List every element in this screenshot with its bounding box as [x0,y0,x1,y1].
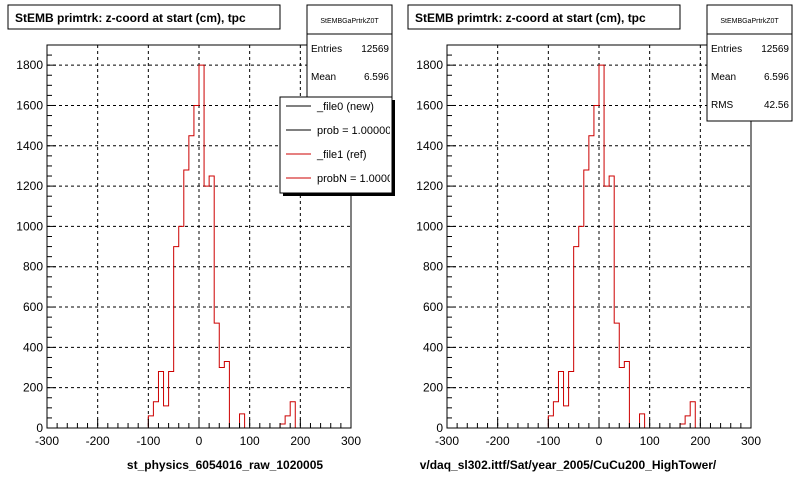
y-tick-label: 1800 [16,58,43,72]
stats-label: Entries [311,44,342,55]
x-tick-label: -300 [35,434,59,448]
stats-label: Mean [311,72,336,83]
x-tick-label: 0 [196,434,203,448]
stats-value: 42.56 [764,100,789,111]
y-tick-label: 800 [423,260,443,274]
x-tick-label: 0 [596,434,603,448]
x-axis-label: v/daq_sl302.ittf/Sat/year_2005/CuCu200_H… [420,458,717,472]
stats-name: StEMBGaPrtrkZ0T [320,18,379,25]
stats-label: RMS [711,100,734,111]
y-tick-label: 0 [436,421,443,435]
title-box [7,4,281,30]
y-tick-label: 400 [23,340,43,354]
chart-title: StEMB primtrk: z-coord at start (cm), tp… [15,11,246,25]
legend-entries: _file0 (new) prob = 1.000000 _file1 (ref) p… [286,101,405,185]
legend-label: probN = 1.000000 [317,173,405,185]
legend-label: _file0 (new) [316,101,374,113]
y-tick-label: 1000 [416,219,443,233]
y-tick-label: 200 [23,381,43,395]
y-tick-label: 1400 [416,139,443,153]
x-tick-label: -100 [536,434,560,448]
title-box [407,4,681,30]
x-tick-label: -200 [86,434,110,448]
x-tick-label: 300 [741,434,761,448]
y-tick-label: 1200 [416,179,443,193]
histogram-panel-left: -300 -200 -100 0 100 200 300 0 200 400 600 800 1000 1… [7,4,405,472]
x-tick-label: -100 [136,434,160,448]
x-tick-label: 200 [690,434,710,448]
y-tick-label: 1200 [16,179,43,193]
x-tick-label: -200 [486,434,510,448]
y-tick-label: 400 [423,340,443,354]
x-tick-label: 100 [240,434,260,448]
y-tick-label: 600 [423,300,443,314]
stats-label: Mean [711,72,736,83]
y-tick-label: 800 [23,260,43,274]
stats-value: 12569 [361,44,389,55]
x-tick-label: 300 [341,434,361,448]
stats-value: 6.596 [364,72,389,83]
histogram-panel-right: -300 -200 -100 0 100 200 300 0 200 400 600 800 1000 1… [407,4,793,472]
y-tick-label: 1800 [416,58,443,72]
y-tick-label: 1400 [16,139,43,153]
y-tick-label: 1000 [16,219,43,233]
chart-title: StEMB primtrk: z-coord at start (cm), tp… [415,11,646,25]
y-tick-label: 0 [36,421,43,435]
x-axis-label: st_physics_6054016_raw_1020005 [127,458,323,472]
stats-value: 6.596 [764,72,789,83]
y-tick-label: 1600 [16,98,43,112]
y-tick-label: 1600 [416,98,443,112]
x-tick-label: 100 [640,434,660,448]
x-tick-label: -300 [435,434,459,448]
y-tick-label: 600 [23,300,43,314]
legend-box [279,96,393,194]
legend-label: prob = 1.000000 [317,125,397,137]
x-tick-label: 200 [290,434,310,448]
stats-box [706,4,793,122]
stats-value: 12569 [761,44,789,55]
stats-label: Entries [711,44,742,55]
y-tick-label: 200 [423,381,443,395]
legend-label: _file1 (ref) [316,149,367,161]
stats-name: StEMBGaPrtrkZ0T [720,18,779,25]
